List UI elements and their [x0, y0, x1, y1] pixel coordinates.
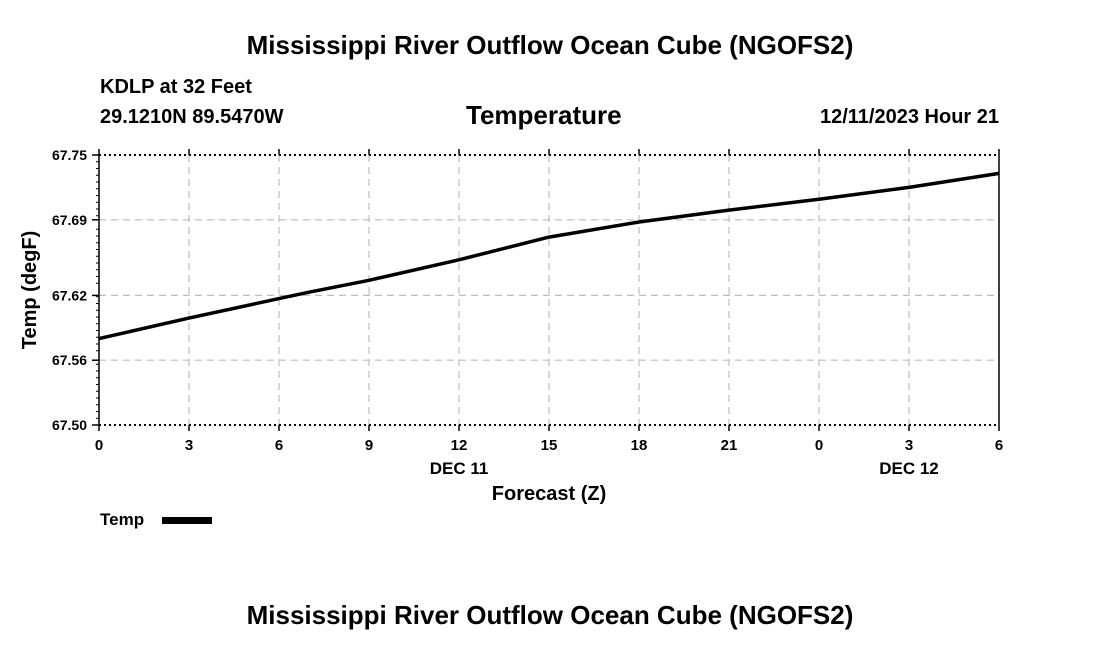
y-tick-label: 67.75 — [52, 147, 87, 163]
y-tick-label: 67.69 — [52, 212, 87, 228]
datetime-label: 12/11/2023 Hour 21 — [819, 106, 999, 128]
x-tick-label: 9 — [365, 437, 373, 454]
x-axis-title: Forecast (Z) — [492, 483, 606, 505]
chart-title-top: Mississippi River Outflow Ocean Cube (NG… — [246, 30, 854, 60]
x-tick-label: 3 — [905, 437, 913, 454]
x-tick-label: 0 — [95, 437, 103, 454]
y-tick-label: 67.62 — [52, 287, 87, 303]
legend-label: Temp — [100, 510, 144, 529]
x-tick-label: 12 — [451, 437, 468, 454]
y-tick-label: 67.50 — [52, 417, 87, 433]
variable-title: Temperature — [466, 100, 622, 130]
x-tick-label: 6 — [275, 437, 283, 454]
x-date-label: DEC 12 — [879, 459, 939, 478]
station-label: KDLP at 32 Feet — [100, 76, 252, 98]
x-tick-label: 18 — [631, 437, 648, 454]
x-tick-label: 15 — [541, 437, 558, 454]
x-tick-label: 6 — [995, 437, 1003, 454]
x-tick-label: 21 — [721, 437, 738, 454]
legend-swatch — [162, 517, 212, 524]
x-tick-label: 0 — [815, 437, 823, 454]
series-line-temp — [98, 171, 1000, 341]
y-tick-label: 67.56 — [52, 352, 87, 368]
chart-title-bottom: Mississippi River Outflow Ocean Cube (NG… — [246, 600, 854, 630]
x-tick-label: 3 — [185, 437, 193, 454]
coordinates-label: 29.1210N 89.5470W — [100, 106, 284, 128]
y-axis-title: Temp (degF) — [19, 231, 41, 350]
x-date-label: DEC 11 — [430, 459, 489, 478]
